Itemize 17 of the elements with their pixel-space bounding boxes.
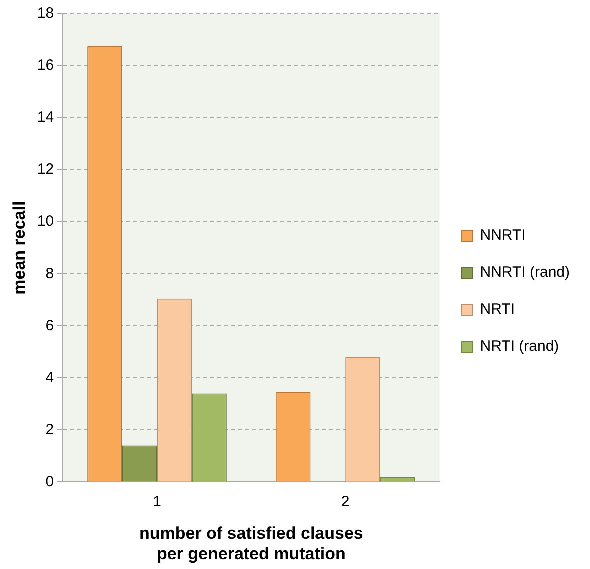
y-axis-title: mean recall xyxy=(10,201,29,295)
y-tick-label: 10 xyxy=(37,213,54,230)
legend-label: NNRTI xyxy=(480,227,526,244)
y-tick-label: 8 xyxy=(46,265,54,282)
legend-label: NRTI (rand) xyxy=(480,338,560,356)
x-tick-label: 1 xyxy=(153,493,162,510)
y-tick-label: 14 xyxy=(37,109,54,126)
y-tick-label: 2 xyxy=(46,421,54,438)
x-axis-title: number of satisfied clauses per generated mutation xyxy=(139,524,364,564)
y-tick-label: 18 xyxy=(37,5,54,22)
y-tick-label: 0 xyxy=(46,473,54,490)
y-tick-label: 16 xyxy=(37,57,54,74)
y-tick-label: 4 xyxy=(46,369,54,386)
legend-label: NNRTI (rand) xyxy=(480,264,570,282)
y-tick-label: 6 xyxy=(46,317,54,334)
legend-label: NRTI xyxy=(480,301,515,318)
y-tick-label: 12 xyxy=(37,161,54,178)
